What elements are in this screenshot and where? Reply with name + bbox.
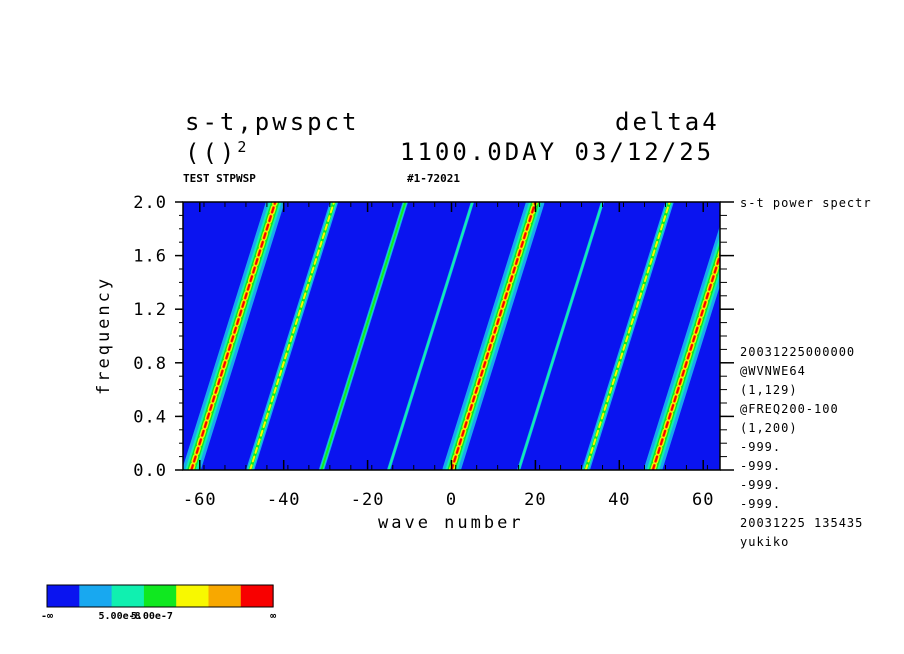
x-tick-label: 40 <box>608 490 630 510</box>
x-tick-label: -20 <box>351 490 385 510</box>
spectral-ridge <box>442 202 545 470</box>
side-line: -999. <box>740 497 782 511</box>
y-tick-label: 2.0 <box>133 193 167 213</box>
spectral-ridge <box>517 202 605 470</box>
subtitle-left-text: (() <box>185 139 238 167</box>
label-mid: #1-72021 <box>407 172 460 185</box>
ridge-band <box>584 202 671 470</box>
colorbar-swatch <box>208 585 242 607</box>
side-info-block: 20031225000000 @WVNWE64 (1,129) @FREQ200… <box>740 343 863 552</box>
x-tick-label: 0 <box>446 490 457 510</box>
colorbar-swatch <box>111 585 145 607</box>
colorbar-swatch <box>143 585 177 607</box>
x-axis-label: wave number <box>378 513 524 533</box>
ridge-band <box>249 202 336 470</box>
y-tick-label: 0.0 <box>133 461 167 481</box>
subtitle-left: (()2 <box>185 138 249 167</box>
title-right: delta4 <box>615 108 720 136</box>
side-top-label: s-t power spectr <box>740 196 872 210</box>
colorbar-swatch <box>47 585 80 607</box>
ridge-band <box>450 202 537 470</box>
spectral-ridge <box>643 225 720 470</box>
side-line: -999. <box>740 440 782 454</box>
ridge-band <box>517 202 604 470</box>
side-line: -999. <box>740 478 782 492</box>
spectral-ridge <box>386 202 475 470</box>
ridge-band <box>320 202 407 470</box>
x-tick-label: -40 <box>267 490 301 510</box>
colorbar-swatch <box>79 585 113 607</box>
x-tick-label: -60 <box>183 490 217 510</box>
side-line: 20031225 135435 <box>740 516 864 530</box>
label-left: TEST STPWSP <box>183 172 256 185</box>
subtitle-right: 1100.0DAY 03/12/25 <box>400 138 715 166</box>
title-left: s-t,pwspct <box>185 108 360 136</box>
x-tick-label: 60 <box>692 490 714 510</box>
colorbar-label: 5.00e-7 <box>131 611 173 622</box>
x-tick-label: 20 <box>524 490 546 510</box>
colorbar-label: ∞ <box>270 611 276 622</box>
y-tick-label: 0.4 <box>133 407 167 427</box>
side-line: @FREQ200-100 <box>740 402 839 416</box>
colorbar-swatch <box>240 585 274 607</box>
spectral-ridge <box>246 202 339 470</box>
colorbar-label: 5.00e-8 <box>99 611 141 622</box>
y-tick-label: 1.2 <box>133 300 167 320</box>
colorbar-swatch <box>176 585 209 607</box>
colorbar-label: -∞ <box>41 611 53 622</box>
y-tick-label: 0.8 <box>133 354 167 374</box>
side-line: -999. <box>740 459 782 473</box>
ridge-band <box>387 202 474 470</box>
side-line: yukiko <box>740 535 790 549</box>
side-line: (1,200) <box>740 421 798 435</box>
ridge-band <box>651 252 720 470</box>
side-line: (1,129) <box>740 383 798 397</box>
spectral-ridge <box>581 202 674 470</box>
side-line: @WVNWE64 <box>740 364 806 378</box>
spectral-ridge <box>318 202 408 470</box>
ridge-band <box>190 202 277 470</box>
side-line: 20031225000000 <box>740 345 856 359</box>
spectral-ridge <box>183 202 285 470</box>
subtitle-superscript: 2 <box>237 138 250 156</box>
y-tick-label: 1.6 <box>133 247 167 267</box>
colorbar-frame <box>46 584 274 608</box>
